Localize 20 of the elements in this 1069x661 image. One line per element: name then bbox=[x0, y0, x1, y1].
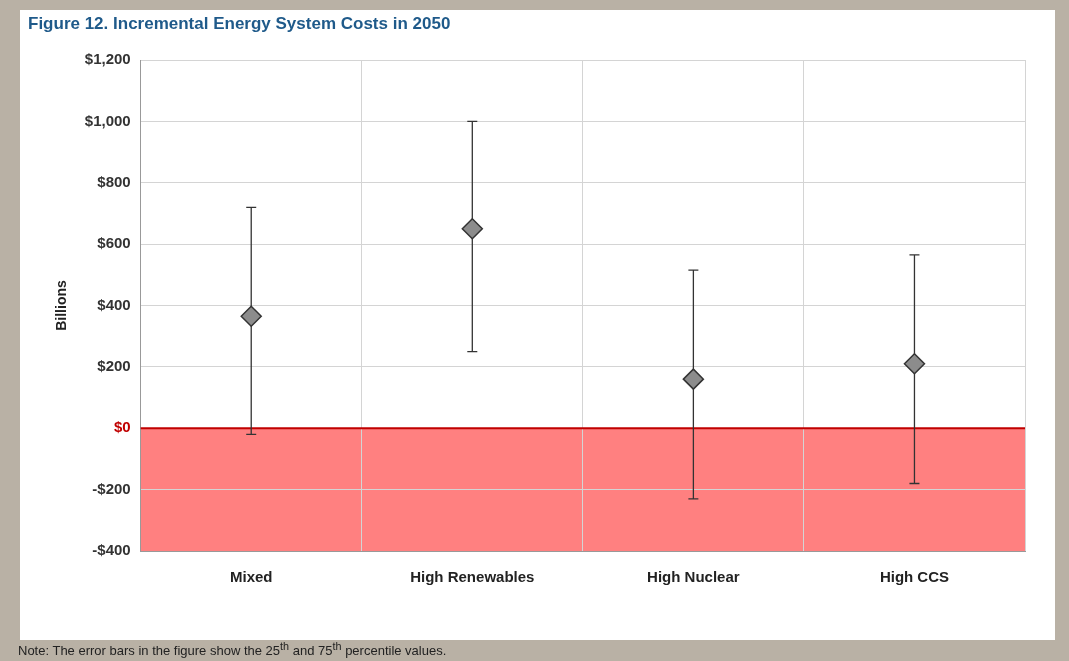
point bbox=[240, 305, 262, 327]
y-tick-label: $600 bbox=[97, 234, 131, 252]
y-tick-label: $1,000 bbox=[84, 111, 131, 129]
y-tick-label: $0 bbox=[113, 418, 131, 436]
chart-title: Figure 12. Incremental Energy System Costs in 2050 bbox=[28, 14, 451, 34]
x-tick-label: High Nuclear bbox=[647, 568, 740, 586]
y-tick-label: $1,200 bbox=[84, 50, 131, 68]
x-tick-label: Mixed bbox=[229, 568, 273, 586]
point bbox=[461, 218, 484, 240]
y-axis-title: Billions bbox=[53, 280, 70, 331]
x-tick-label: High Renewables bbox=[410, 568, 535, 586]
point bbox=[903, 353, 926, 375]
y-tick-label: $400 bbox=[97, 295, 131, 313]
x-tick-label: High CCS bbox=[879, 568, 950, 586]
y-tick-label: $200 bbox=[97, 357, 131, 375]
y-tick-label: -$200 bbox=[92, 479, 131, 497]
y-tick-label: -$400 bbox=[92, 541, 131, 559]
text: Note: The error bars in the figure show the 25$^{th}$ and 75$^{th}$ percentile values. bbox=[18, 640, 447, 659]
y-tick-label: $800 bbox=[97, 172, 131, 190]
point bbox=[682, 368, 705, 390]
